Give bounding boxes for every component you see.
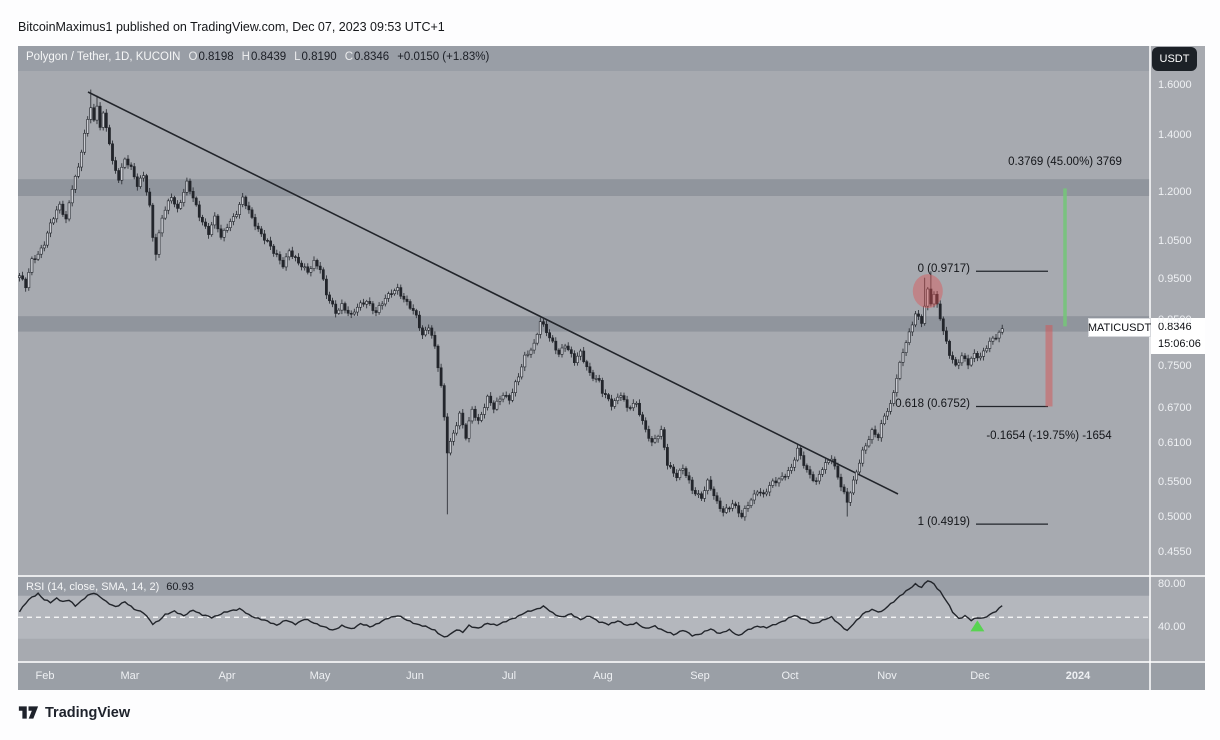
- axis-tick: 1.4000: [1158, 128, 1192, 141]
- axis-tick: 80.00: [1158, 578, 1186, 590]
- axis-tick: 1.0500: [1158, 235, 1192, 248]
- time-axis-label[interactable]: Sep: [690, 670, 710, 682]
- axis-tick: 0.4550: [1158, 546, 1192, 559]
- ohlc-low: L0.8190: [294, 51, 337, 63]
- currency-toggle-button[interactable]: USDT: [1152, 47, 1197, 71]
- axis-tick: 0.5500: [1158, 475, 1192, 488]
- time-axis-label[interactable]: 2024: [1065, 670, 1091, 682]
- time-axis-label[interactable]: May: [309, 670, 331, 682]
- last-price-axis-label: 0.8346 15:06:06: [1151, 318, 1205, 355]
- axis-tick: 0.6700: [1158, 402, 1192, 415]
- time-axis-label[interactable]: Dec: [970, 670, 990, 682]
- rsi-legend[interactable]: RSI (14, close, SMA, 14, 2) 60.93: [26, 581, 194, 593]
- axis-tick: 0.8500: [1158, 313, 1192, 326]
- time-axis-label[interactable]: Aug: [593, 670, 613, 682]
- time-axis-label[interactable]: Mar: [120, 670, 140, 682]
- axis-tick: 1.2000: [1158, 185, 1192, 198]
- time-axis-label[interactable]: Feb: [35, 670, 55, 682]
- ohlc-high: H0.8439: [241, 51, 287, 63]
- ohlc-open: O0.8198: [188, 51, 234, 63]
- axis-tick: 0.5000: [1158, 511, 1192, 524]
- axis-tick: 0.9500: [1158, 272, 1192, 285]
- fib-label-0[interactable]: 0 (0.9717): [917, 263, 970, 276]
- time-axis-label[interactable]: Jun: [406, 670, 424, 682]
- axis-tick: 40.00: [1158, 621, 1186, 633]
- axis-tick: 0.6100: [1158, 437, 1192, 450]
- projection-down-label[interactable]: -0.1654 (-19.75%) -1654: [986, 430, 1112, 442]
- ohlc-close: C0.8346: [344, 51, 390, 63]
- time-axis-label[interactable]: Oct: [781, 670, 799, 682]
- tradingview-watermark[interactable]: TradingView: [18, 702, 130, 723]
- rsi-value: 60.93: [166, 581, 194, 593]
- publish-header: BitcoinMaximus1 published on TradingView…: [18, 20, 445, 34]
- symbol-price-flag: MATICUSDT: [1088, 318, 1151, 338]
- change-value: +0.0150 (+1.83%): [397, 51, 490, 63]
- rsi-title: RSI (14, close, SMA, 14, 2): [26, 581, 160, 593]
- fib-label-1[interactable]: 1 (0.4919): [917, 516, 970, 529]
- bar-countdown: 15:06:06: [1158, 338, 1201, 351]
- time-axis-label[interactable]: Jul: [501, 670, 517, 682]
- last-price: 0.8346: [1158, 321, 1192, 334]
- axis-tick: 0.7500: [1158, 360, 1192, 373]
- time-axis-label[interactable]: Nov: [877, 670, 897, 682]
- projection-up-label[interactable]: 0.3769 (45.00%) 3769: [1008, 156, 1122, 168]
- symbol-title: Polygon / Tether, 1D, KUCOIN: [26, 51, 181, 63]
- symbol-legend[interactable]: Polygon / Tether, 1D, KUCOIN O0.8198 H0.…: [26, 51, 489, 63]
- watermark-text: TradingView: [45, 704, 131, 721]
- axis-tick: 1.6000: [1158, 79, 1192, 92]
- fib-label-618[interactable]: 0.618 (0.6752): [895, 398, 970, 411]
- time-axis-label[interactable]: Apr: [218, 670, 236, 682]
- tradingview-logo-icon: [18, 706, 39, 719]
